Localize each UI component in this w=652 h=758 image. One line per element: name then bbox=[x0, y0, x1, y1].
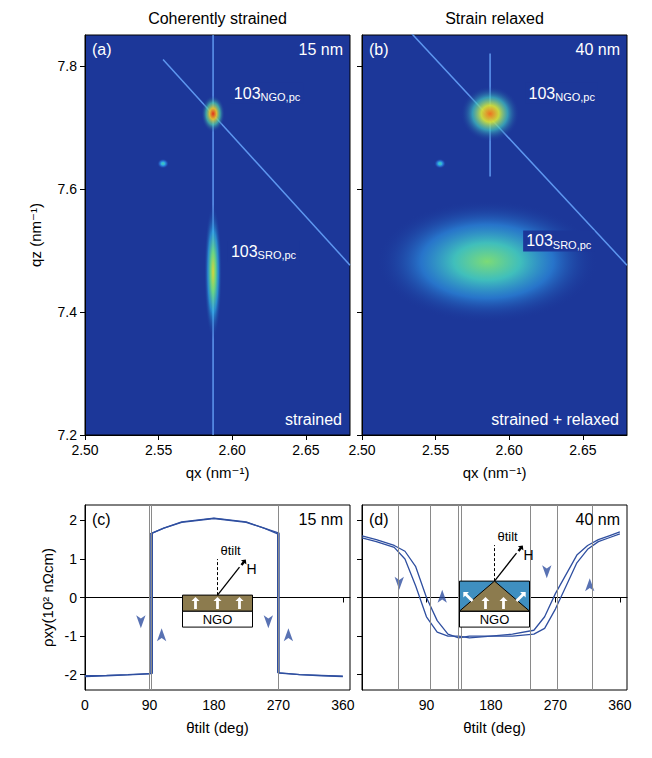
svg-text:103: 103 bbox=[231, 243, 258, 260]
svg-text:Strain relaxed: Strain relaxed bbox=[445, 10, 544, 27]
svg-text:2.65: 2.65 bbox=[569, 442, 596, 458]
svg-text:2.60: 2.60 bbox=[496, 442, 523, 458]
svg-text:(c): (c) bbox=[92, 511, 111, 528]
svg-text:7.2: 7.2 bbox=[58, 427, 78, 443]
svg-text:0: 0 bbox=[81, 697, 89, 713]
svg-text:7.4: 7.4 bbox=[58, 304, 78, 320]
svg-text:2.50: 2.50 bbox=[348, 442, 375, 458]
svg-text:360: 360 bbox=[608, 697, 632, 713]
svg-text:270: 270 bbox=[544, 697, 568, 713]
svg-text:SRO,pc: SRO,pc bbox=[258, 249, 297, 261]
svg-text:qx (nm⁻¹): qx (nm⁻¹) bbox=[186, 464, 250, 481]
svg-text:7.8: 7.8 bbox=[58, 58, 78, 74]
svg-text:2.55: 2.55 bbox=[145, 442, 172, 458]
svg-text:θtilt: θtilt bbox=[498, 529, 519, 544]
svg-text:270: 270 bbox=[267, 697, 291, 713]
svg-text:103: 103 bbox=[526, 232, 553, 249]
svg-text:(b): (b) bbox=[369, 41, 389, 58]
svg-text:40 nm: 40 nm bbox=[576, 41, 620, 58]
svg-text:2.55: 2.55 bbox=[422, 442, 449, 458]
svg-text:103: 103 bbox=[234, 85, 261, 102]
svg-text:SRO,pc: SRO,pc bbox=[553, 239, 592, 251]
svg-text:(a): (a) bbox=[92, 41, 112, 58]
svg-text:-2: -2 bbox=[65, 667, 78, 683]
svg-text:15 nm: 15 nm bbox=[299, 41, 343, 58]
svg-text:qz (nm⁻¹): qz (nm⁻¹) bbox=[27, 203, 44, 267]
svg-text:2.50: 2.50 bbox=[71, 442, 98, 458]
svg-text:H: H bbox=[524, 547, 534, 563]
svg-text:θtilt (deg): θtilt (deg) bbox=[463, 719, 526, 736]
svg-text:strained + relaxed: strained + relaxed bbox=[491, 411, 619, 428]
svg-text:NGO,pc: NGO,pc bbox=[555, 91, 595, 103]
svg-text:strained: strained bbox=[285, 411, 342, 428]
svg-text:103: 103 bbox=[529, 85, 556, 102]
svg-text:H: H bbox=[247, 561, 257, 577]
svg-text:90: 90 bbox=[142, 697, 158, 713]
svg-text:15 nm: 15 nm bbox=[299, 511, 343, 528]
svg-text:NGO,pc: NGO,pc bbox=[261, 91, 301, 103]
svg-text:NGO: NGO bbox=[203, 612, 233, 627]
svg-text:2.65: 2.65 bbox=[292, 442, 319, 458]
svg-text:1: 1 bbox=[69, 551, 77, 567]
svg-text:360: 360 bbox=[331, 697, 355, 713]
svg-text:-1: -1 bbox=[65, 628, 78, 644]
svg-text:θtilt: θtilt bbox=[221, 543, 242, 558]
svg-text:qx (nm⁻¹): qx (nm⁻¹) bbox=[463, 464, 527, 481]
svg-text:Coherently strained: Coherently strained bbox=[148, 10, 287, 27]
svg-text:θtilt (deg): θtilt (deg) bbox=[186, 719, 249, 736]
svg-text:7.6: 7.6 bbox=[58, 181, 78, 197]
svg-text:NGO: NGO bbox=[480, 612, 510, 627]
svg-text:(d): (d) bbox=[369, 511, 389, 528]
svg-text:40 nm: 40 nm bbox=[576, 511, 620, 528]
svg-text:0: 0 bbox=[69, 590, 77, 606]
svg-text:90: 90 bbox=[419, 697, 435, 713]
svg-text:2: 2 bbox=[69, 512, 77, 528]
svg-text:180: 180 bbox=[479, 697, 503, 713]
svg-text:ρxy(10² nΩcm): ρxy(10² nΩcm) bbox=[39, 548, 56, 647]
svg-text:2.60: 2.60 bbox=[219, 442, 246, 458]
svg-text:180: 180 bbox=[202, 697, 226, 713]
